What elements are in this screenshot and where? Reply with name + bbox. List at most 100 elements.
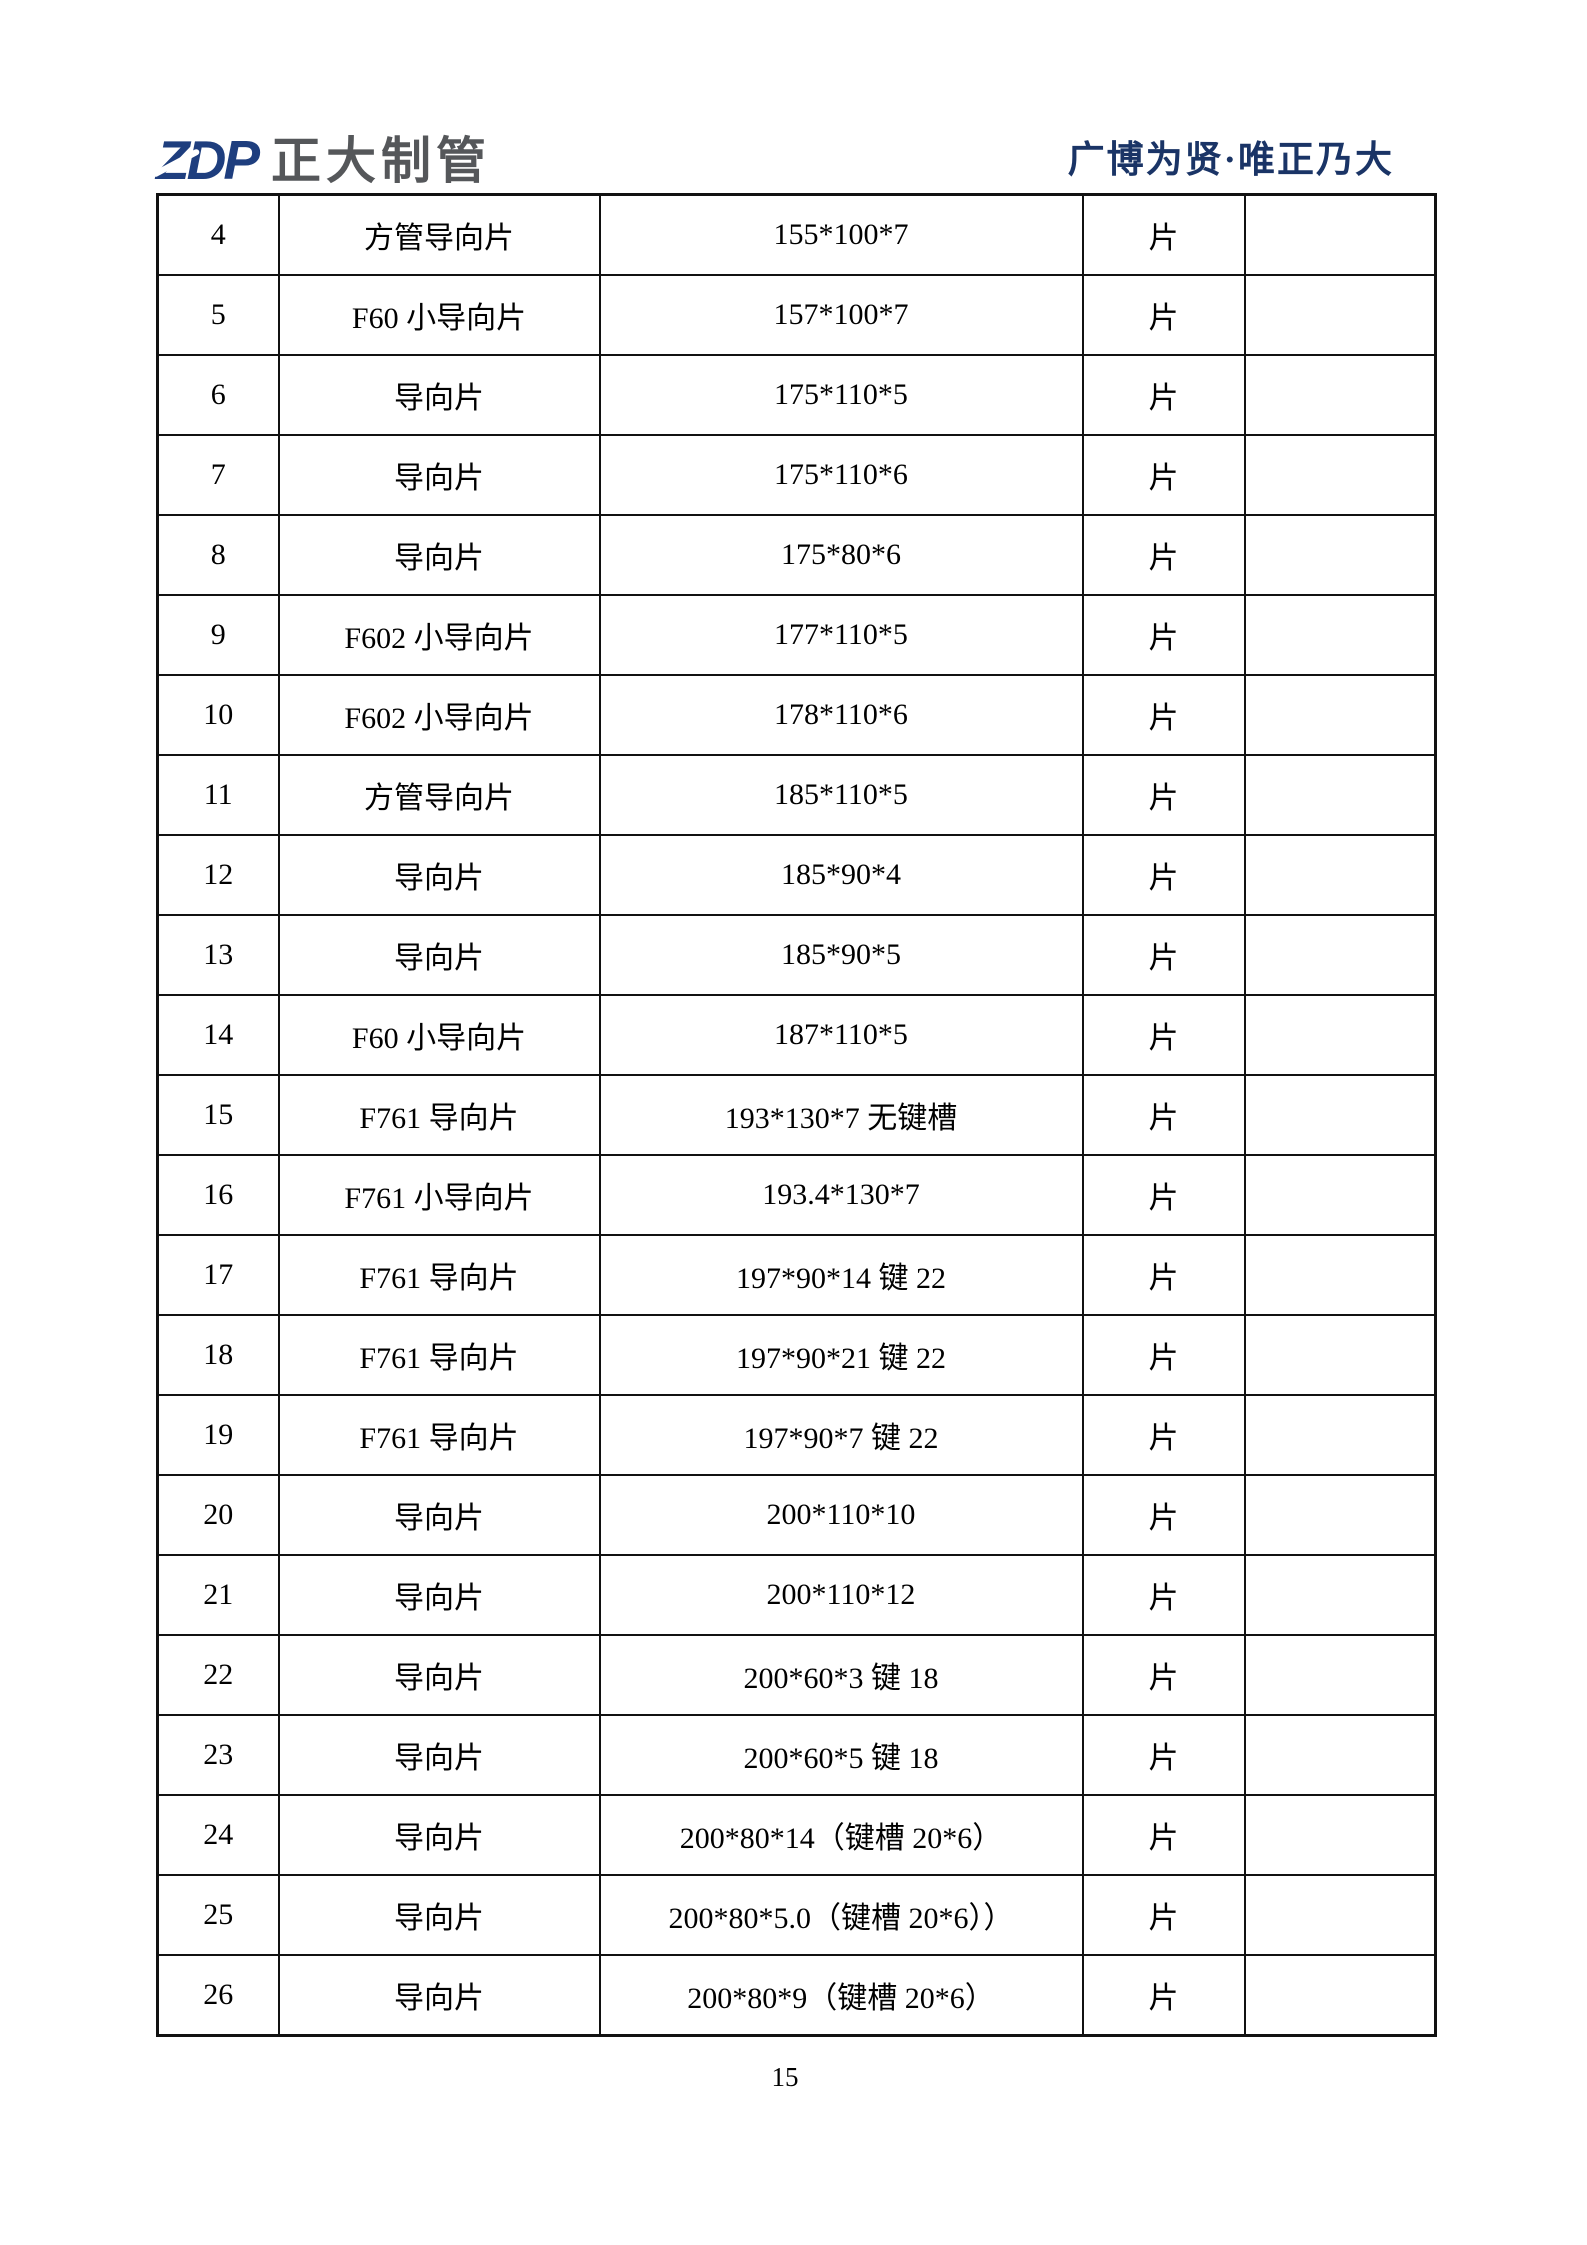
unit-cell: 片: [1081, 1714, 1246, 1796]
item-name-cell: 导向片: [277, 1554, 601, 1636]
table-row: 25 导向片 200*80*5.0（键槽 20*6）） 片: [156, 1874, 1437, 1956]
item-name-cell: 方管导向片: [277, 754, 601, 836]
note-cell: [1243, 1874, 1437, 1956]
note-cell: [1243, 1314, 1437, 1396]
table-row: 21 导向片 200*110*12 片: [156, 1554, 1437, 1636]
page-number: 15: [771, 2062, 799, 2092]
spec-cell: 155*100*7: [598, 193, 1084, 276]
unit-cell: 片: [1081, 834, 1246, 916]
item-name-cell: F761 导向片: [277, 1234, 601, 1316]
spec-cell: 200*80*5.0（键槽 20*6））: [598, 1874, 1084, 1956]
unit-cell: 片: [1081, 1954, 1246, 2037]
table-row: 19 F761 导向片 197*90*7 键 22 片: [156, 1394, 1437, 1476]
row-number-cell: 26: [156, 1954, 280, 2037]
item-name-cell: F602 小导向片: [277, 674, 601, 756]
table-row: 15 F761 导向片 193*130*7 无键槽 片: [156, 1074, 1437, 1156]
table-row: 26 导向片 200*80*9（键槽 20*6） 片: [156, 1954, 1437, 2037]
table-row: 4 方管导向片 155*100*7 片: [156, 193, 1437, 276]
item-name-cell: 导向片: [277, 434, 601, 516]
row-number-cell: 15: [156, 1074, 280, 1156]
unit-cell: 片: [1081, 674, 1246, 756]
spec-cell: 175*80*6: [598, 514, 1084, 596]
unit-cell: 片: [1081, 1474, 1246, 1556]
note-cell: [1243, 674, 1437, 756]
row-number-cell: 18: [156, 1314, 280, 1396]
row-number-cell: 11: [156, 754, 280, 836]
note-cell: [1243, 514, 1437, 596]
spec-cell: 197*90*21 键 22: [598, 1314, 1084, 1396]
row-number-cell: 22: [156, 1634, 280, 1716]
spec-cell: 177*110*5: [598, 594, 1084, 676]
item-name-cell: 导向片: [277, 354, 601, 436]
unit-cell: 片: [1081, 914, 1246, 996]
table-row: 17 F761 导向片 197*90*14 键 22 片: [156, 1234, 1437, 1316]
row-number-cell: 9: [156, 594, 280, 676]
unit-cell: 片: [1081, 1074, 1246, 1156]
table-row: 11 方管导向片 185*110*5 片: [156, 754, 1437, 836]
spec-cell: 187*110*5: [598, 994, 1084, 1076]
table-row: 23 导向片 200*60*5 键 18 片: [156, 1714, 1437, 1796]
item-name-cell: F761 导向片: [277, 1394, 601, 1476]
spec-cell: 200*80*14（键槽 20*6）: [598, 1794, 1084, 1876]
spec-cell: 200*80*9（键槽 20*6）: [598, 1954, 1084, 2037]
company-slogan: 广博为贤·唯正乃大: [1067, 140, 1394, 181]
spec-cell: 197*90*7 键 22: [598, 1394, 1084, 1476]
note-cell: [1243, 1794, 1437, 1876]
parts-spec-table: 4 方管导向片 155*100*7 片 5 F60 小导向片 157*100*7…: [156, 193, 1437, 2037]
unit-cell: 片: [1081, 1234, 1246, 1316]
unit-cell: 片: [1081, 1394, 1246, 1476]
note-cell: [1243, 994, 1437, 1076]
table-row: 18 F761 导向片 197*90*21 键 22 片: [156, 1314, 1437, 1396]
spec-cell: 193*130*7 无键槽: [598, 1074, 1084, 1156]
item-name-cell: 导向片: [277, 1474, 601, 1556]
row-number-cell: 21: [156, 1554, 280, 1636]
row-number-cell: 5: [156, 274, 280, 356]
unit-cell: 片: [1081, 1634, 1246, 1716]
item-name-cell: 导向片: [277, 514, 601, 596]
row-number-cell: 4: [156, 193, 280, 276]
table-row: 9 F602 小导向片 177*110*5 片: [156, 594, 1437, 676]
item-name-cell: 导向片: [277, 914, 601, 996]
row-number-cell: 6: [156, 354, 280, 436]
table-row: 22 导向片 200*60*3 键 18 片: [156, 1634, 1437, 1716]
row-number-cell: 24: [156, 1794, 280, 1876]
spec-cell: 157*100*7: [598, 274, 1084, 356]
table-row: 14 F60 小导向片 187*110*5 片: [156, 994, 1437, 1076]
table-row: 8 导向片 175*80*6 片: [156, 514, 1437, 596]
spec-cell: 197*90*14 键 22: [598, 1234, 1084, 1316]
spec-cell: 185*110*5: [598, 754, 1084, 836]
row-number-cell: 25: [156, 1874, 280, 1956]
item-name-cell: F761 导向片: [277, 1074, 601, 1156]
row-number-cell: 12: [156, 834, 280, 916]
note-cell: [1243, 1074, 1437, 1156]
table-row: 12 导向片 185*90*4 片: [156, 834, 1437, 916]
note-cell: [1243, 1234, 1437, 1316]
item-name-cell: 导向片: [277, 1714, 601, 1796]
spec-cell: 200*60*3 键 18: [598, 1634, 1084, 1716]
note-cell: [1243, 1954, 1437, 2037]
unit-cell: 片: [1081, 1794, 1246, 1876]
table-row: 7 导向片 175*110*6 片: [156, 434, 1437, 516]
spec-cell: 178*110*6: [598, 674, 1084, 756]
spec-cell: 175*110*6: [598, 434, 1084, 516]
unit-cell: 片: [1081, 514, 1246, 596]
row-number-cell: 19: [156, 1394, 280, 1476]
note-cell: [1243, 274, 1437, 356]
unit-cell: 片: [1081, 434, 1246, 516]
note-cell: [1243, 1394, 1437, 1476]
parts-table-body: 4 方管导向片 155*100*7 片 5 F60 小导向片 157*100*7…: [156, 193, 1437, 2037]
item-name-cell: F602 小导向片: [277, 594, 601, 676]
item-name-cell: 方管导向片: [277, 193, 601, 276]
note-cell: [1243, 1634, 1437, 1716]
spec-cell: 175*110*5: [598, 354, 1084, 436]
note-cell: [1243, 754, 1437, 836]
zdp-logo-mark: ZDP: [151, 133, 260, 188]
item-name-cell: F60 小导向片: [277, 274, 601, 356]
zdp-logo-text: ZDP: [156, 129, 260, 191]
row-number-cell: 23: [156, 1714, 280, 1796]
row-number-cell: 17: [156, 1234, 280, 1316]
unit-cell: 片: [1081, 274, 1246, 356]
row-number-cell: 8: [156, 514, 280, 596]
spec-cell: 185*90*4: [598, 834, 1084, 916]
table-row: 13 导向片 185*90*5 片: [156, 914, 1437, 996]
